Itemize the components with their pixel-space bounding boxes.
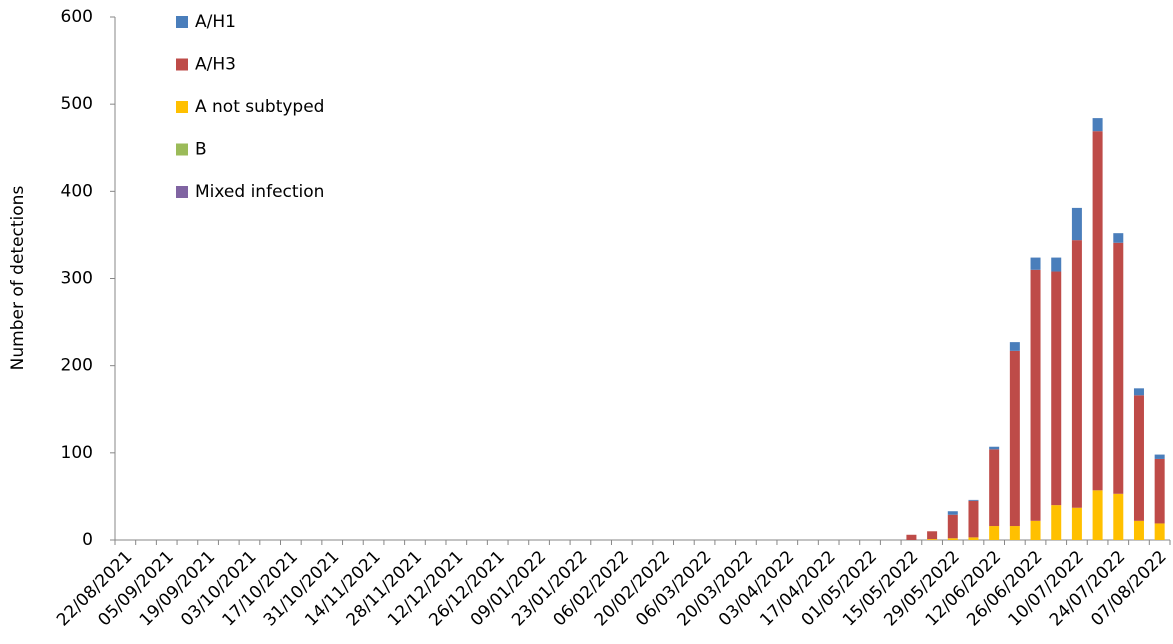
bar-segment bbox=[1113, 493, 1124, 540]
bar-segment bbox=[1051, 505, 1062, 540]
y-tick-label: 600 bbox=[61, 7, 93, 27]
y-tick-label: 400 bbox=[61, 181, 93, 201]
y-tick-label: 0 bbox=[82, 530, 93, 550]
legend-swatch bbox=[176, 101, 188, 113]
bar-segment bbox=[1071, 240, 1082, 508]
bar-segment bbox=[1092, 118, 1103, 132]
bar-segment bbox=[989, 446, 1000, 450]
bar-segment bbox=[1071, 207, 1082, 241]
bar-segment bbox=[1092, 131, 1103, 491]
bar-segment bbox=[1051, 271, 1062, 506]
y-tick-label: 200 bbox=[61, 356, 93, 376]
bar-segment bbox=[1154, 523, 1165, 540]
legend-label: A not subtyped bbox=[195, 97, 324, 117]
bar-segment bbox=[1009, 350, 1020, 527]
bar-segment bbox=[1154, 458, 1165, 524]
bar-segment bbox=[947, 514, 958, 539]
legend-label: B bbox=[195, 140, 207, 160]
bar-segment bbox=[1133, 520, 1144, 540]
bar-segment bbox=[1030, 257, 1041, 270]
bar-segment bbox=[1154, 454, 1165, 459]
legend-swatch bbox=[176, 58, 188, 71]
legend-label: A/H1 bbox=[195, 12, 236, 32]
bar-segment bbox=[1133, 395, 1144, 521]
bar-segment bbox=[1113, 233, 1124, 243]
bar-segment bbox=[989, 526, 1000, 540]
y-tick-label: 300 bbox=[61, 269, 93, 289]
bar-segment bbox=[1009, 526, 1020, 540]
bar-segment bbox=[1030, 520, 1041, 540]
y-tick-label: 500 bbox=[61, 94, 93, 114]
bar-segment bbox=[968, 537, 979, 540]
bar-segment bbox=[1009, 342, 1020, 351]
bar-segment bbox=[968, 500, 979, 538]
bar-segment bbox=[927, 531, 938, 540]
bar-segment bbox=[927, 539, 938, 540]
legend-swatch bbox=[176, 186, 188, 198]
bar-segment bbox=[947, 511, 958, 515]
legend-label: A/H3 bbox=[195, 55, 236, 75]
bar-segment bbox=[968, 499, 979, 501]
y-tick-label: 100 bbox=[61, 443, 93, 463]
bar-segment bbox=[947, 538, 958, 540]
bar-segment bbox=[1092, 490, 1103, 540]
legend-swatch bbox=[176, 143, 188, 156]
bar-segment bbox=[906, 534, 917, 540]
bar-segment bbox=[1071, 507, 1082, 540]
bar-segment bbox=[1133, 388, 1144, 396]
legend-label: Mixed infection bbox=[195, 182, 324, 202]
bar-segment bbox=[1113, 242, 1124, 494]
bar-segment bbox=[1030, 269, 1041, 521]
y-axis-label: Number of detections bbox=[8, 186, 28, 371]
legend-swatch bbox=[176, 16, 188, 28]
bar-segment bbox=[1051, 257, 1062, 272]
bar-segment bbox=[989, 449, 1000, 527]
